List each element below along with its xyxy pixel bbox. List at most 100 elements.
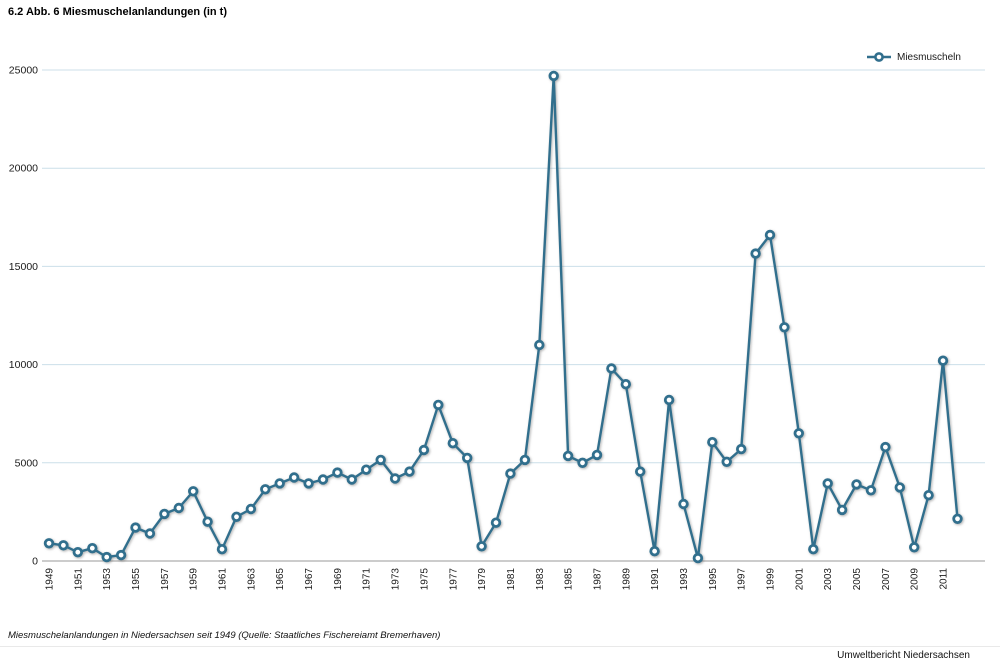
data-point-marker (404, 466, 415, 477)
data-point-marker (43, 538, 55, 549)
data-point-marker (260, 484, 271, 495)
x-tick-label: 1961 (218, 568, 229, 591)
data-point-marker (721, 456, 732, 467)
series-line (48, 74, 959, 560)
data-point-marker (505, 468, 516, 479)
x-tick-label: 1995 (708, 568, 719, 591)
y-tick-label: 15000 (9, 261, 38, 273)
data-point-marker (562, 450, 574, 462)
data-point-marker (389, 473, 401, 484)
data-point-marker (649, 546, 660, 557)
x-tick-label: 1953 (102, 568, 113, 591)
x-tick-label: 1971 (362, 568, 373, 591)
x-tick-label: 1969 (333, 568, 344, 591)
x-tick-label: 2001 (794, 568, 805, 591)
x-tick-label: 1973 (391, 568, 402, 591)
data-point-marker (764, 229, 776, 241)
x-tick-label: 1981 (506, 568, 517, 591)
data-point-marker (447, 438, 458, 449)
x-tick-label: 1975 (419, 568, 430, 591)
data-point-marker (346, 474, 357, 485)
x-tick-label: 1955 (131, 568, 142, 591)
footer-divider (0, 646, 1000, 647)
chart-legend: Miesmuscheln (866, 51, 961, 63)
data-point-marker (115, 549, 127, 561)
data-point-marker (736, 443, 747, 455)
y-tick-label: 20000 (9, 163, 38, 175)
x-tick-label: 1949 (45, 568, 56, 591)
x-tick-label: 2011 (939, 568, 950, 590)
x-tick-label: 2007 (881, 568, 892, 591)
data-point-marker (418, 444, 430, 456)
data-point-marker (476, 541, 487, 552)
x-tick-label: 1965 (275, 568, 286, 591)
legend-marker-icon (867, 52, 891, 62)
x-tick-label: 1997 (737, 568, 748, 591)
data-point-marker (750, 248, 761, 259)
data-point-marker (822, 478, 833, 489)
data-point-marker (144, 528, 156, 539)
data-point-marker (58, 540, 69, 551)
data-point-marker (534, 339, 545, 351)
data-point-marker (606, 363, 617, 374)
x-tick-label: 1951 (73, 568, 84, 591)
x-tick-label: 2009 (910, 568, 921, 591)
y-tick-label: 5000 (15, 457, 39, 469)
x-tick-label: 1991 (650, 568, 661, 591)
data-point-marker (937, 355, 949, 366)
data-point-marker (361, 464, 372, 475)
x-tick-label: 1957 (160, 568, 171, 591)
data-point-marker (548, 70, 559, 82)
data-point-marker (274, 478, 285, 489)
data-point-marker (72, 547, 83, 558)
data-point-marker (678, 498, 689, 510)
x-tick-label: 1983 (535, 568, 546, 591)
footer-text: Umweltbericht Niedersachsen (837, 650, 970, 661)
data-point-marker (894, 482, 905, 493)
data-point-marker (187, 486, 199, 497)
data-point-marker (159, 508, 170, 520)
data-point-marker (130, 522, 141, 533)
data-point-marker (793, 428, 804, 439)
data-point-marker (952, 513, 963, 524)
data-point-marker (692, 552, 704, 564)
y-tick-label: 10000 (9, 359, 38, 371)
data-point-marker (851, 479, 862, 490)
data-point-marker (303, 478, 314, 489)
data-point-marker (663, 394, 675, 406)
chart-title: 6.2 Abb. 6 Miesmuschelanlandungen (in t) (8, 6, 228, 18)
series-miesmuscheln (43, 70, 963, 564)
data-point-marker (317, 474, 329, 485)
data-point-marker (173, 502, 184, 514)
data-point-marker (635, 466, 646, 477)
data-point-marker (462, 452, 473, 464)
x-tick-label: 1999 (766, 568, 777, 591)
data-point-marker (433, 399, 444, 411)
data-point-marker (836, 504, 848, 516)
legend-label: Miesmuscheln (897, 51, 961, 63)
data-point-marker (202, 516, 213, 527)
data-point-marker (87, 543, 98, 554)
data-point-marker (865, 485, 877, 496)
data-point-marker (245, 503, 257, 515)
x-tick-label: 1977 (448, 568, 459, 591)
x-tick-label: 1993 (679, 568, 690, 591)
data-point-marker (620, 379, 631, 390)
data-point-marker (577, 457, 588, 468)
data-point-marker (375, 454, 386, 466)
data-point-marker (707, 437, 718, 448)
x-tick-label: 1979 (477, 568, 488, 591)
data-point-marker (779, 322, 790, 333)
x-tick-label: 1987 (592, 568, 603, 591)
x-tick-label: 1959 (189, 568, 200, 591)
data-point-marker (288, 472, 300, 483)
data-point-marker (808, 544, 819, 555)
mussel-landings-line-chart: 0 5000 10000 15000 20000 25000 1949 1951 1953 195… (9, 65, 985, 591)
data-point-marker (591, 449, 603, 461)
data-point-marker (519, 454, 531, 466)
data-point-marker (231, 511, 242, 522)
data-point-marker (332, 467, 343, 478)
data-point-marker (216, 544, 228, 555)
chart-caption: Miesmuschelanlandungen in Niedersachsen … (8, 630, 441, 641)
